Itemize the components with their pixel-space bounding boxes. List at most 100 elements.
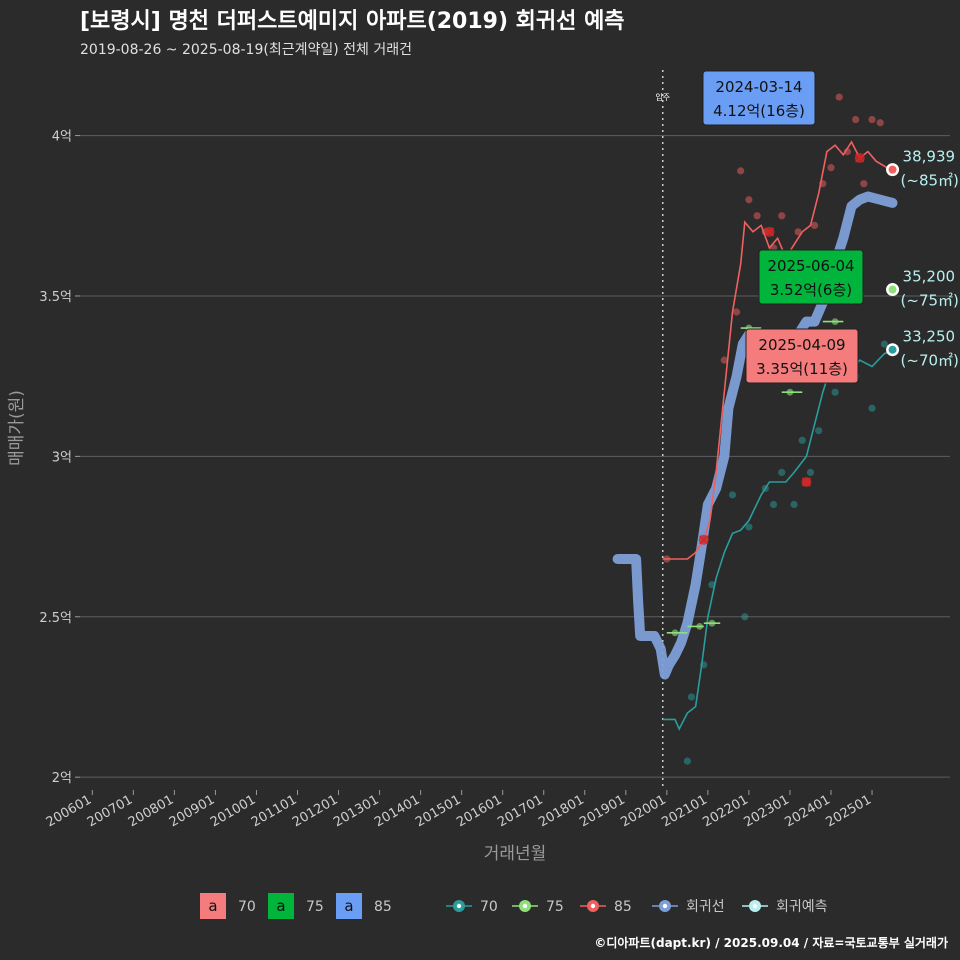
data-point xyxy=(745,196,753,204)
series-line-70 xyxy=(662,349,893,731)
chart-title: [보령시] 명천 더퍼스트예미지 아파트(2019) 회귀선 예측 xyxy=(80,9,625,34)
x-axis-title: 거래년월 xyxy=(484,844,547,864)
annotation-price: 3.52억(6층) xyxy=(770,281,852,299)
x-tick-label: 201001 xyxy=(208,792,258,830)
data-point xyxy=(778,212,786,220)
annotation-date: 2025-04-09 xyxy=(758,336,845,354)
end-point-inner xyxy=(888,285,897,294)
end-area-label: (~75㎡) xyxy=(901,292,959,310)
x-tick-label: 200801 xyxy=(126,792,176,830)
legend-key-glyph: a xyxy=(276,897,285,915)
data-point xyxy=(794,228,802,236)
x-tick-label: 202101 xyxy=(659,792,709,830)
x-tick-label: 202401 xyxy=(783,792,833,830)
annotation-price: 3.35억(11층) xyxy=(756,360,848,378)
data-point xyxy=(798,436,806,444)
data-point xyxy=(852,115,860,124)
data-point xyxy=(860,180,868,188)
data-point xyxy=(835,93,843,101)
y-axis-title: 매매가(원) xyxy=(7,390,27,466)
legend-key-dot-center xyxy=(590,903,596,909)
data-point xyxy=(687,693,696,701)
data-point xyxy=(815,427,823,435)
x-tick-label: 200901 xyxy=(167,792,217,830)
legend-label: 70 xyxy=(238,899,256,915)
legend-key-dot-center xyxy=(662,903,668,909)
data-point xyxy=(868,404,876,412)
data-point xyxy=(827,164,835,172)
annotation-box xyxy=(745,328,859,384)
y-tick-label: 2억 xyxy=(52,771,72,786)
highlight-x-mark xyxy=(699,535,709,545)
caption: ©디아파트(dapt.kr) / 2025.09.04 / 자료=국토교통부 실… xyxy=(594,935,948,950)
x-tick-label: 202001 xyxy=(618,792,668,830)
legend-label: 70 xyxy=(480,899,498,915)
y-tick-label: 3억 xyxy=(52,450,72,465)
end-value-label: 38,939 xyxy=(903,148,956,166)
y-axis-ticks: 2억 2.5억 3억 3.5억 4억 xyxy=(39,130,80,786)
end-point-inner xyxy=(888,165,897,174)
end-area-label: (~70㎡) xyxy=(901,352,959,370)
series-line-85 xyxy=(662,140,893,560)
x-tick-label: 201301 xyxy=(331,792,381,830)
x-tick-label: 201101 xyxy=(249,792,299,830)
legend-key-text-75 xyxy=(268,893,294,919)
data-point xyxy=(737,167,745,175)
x-tick-label: 201201 xyxy=(290,792,340,830)
x-tick-label: 201401 xyxy=(372,792,422,830)
data-point xyxy=(810,221,819,229)
y-tick-label: 2.5억 xyxy=(39,611,72,626)
y-tick-label: 3.5억 xyxy=(39,290,72,305)
data-point xyxy=(778,468,786,477)
move-in-label: 입주 xyxy=(655,93,670,102)
legend-key-text-85 xyxy=(336,893,362,919)
legend-key-text-70 xyxy=(200,893,226,919)
legend-key-dot-center xyxy=(522,903,528,909)
data-point xyxy=(683,757,691,765)
data-point xyxy=(728,491,737,499)
highlight-x-mark xyxy=(801,477,811,487)
data-point xyxy=(745,523,753,531)
data-point xyxy=(720,356,728,364)
legend-label: 회귀예측 xyxy=(776,899,828,915)
x-tick-label: 201601 xyxy=(454,792,504,830)
data-point xyxy=(831,388,839,396)
x-tick-label: 201501 xyxy=(413,792,463,830)
x-tick-label: 201801 xyxy=(536,792,586,830)
legend-label: 회귀선 xyxy=(686,899,725,915)
legend-key-glyph: a xyxy=(208,897,217,915)
data-point xyxy=(806,468,815,477)
end-value-label: 35,200 xyxy=(903,268,956,286)
data-point xyxy=(876,119,884,127)
x-tick-label: 201701 xyxy=(495,792,545,830)
data-point xyxy=(741,613,749,621)
highlight-x-mark xyxy=(764,227,774,237)
annotation-box xyxy=(758,249,864,305)
end-point-inner xyxy=(888,345,897,354)
y-tick-label: 4억 xyxy=(52,130,72,145)
legend-label: 75 xyxy=(546,899,564,915)
data-point xyxy=(733,308,741,316)
plot-area: 입주 33,250 (~70㎡) 35,200 (~75㎡) 38,939 (~85㎡) 20… xyxy=(612,70,959,790)
x-tick-label: 202301 xyxy=(741,792,791,830)
annotation-date: 2025-06-04 xyxy=(767,257,854,275)
legend-label: 75 xyxy=(306,899,324,915)
chart-subtitle: 2019-08-26 ~ 2025-08-19(최근계약일) 전체 거래건 xyxy=(80,42,412,58)
annotation-date: 2024-03-14 xyxy=(715,78,802,96)
highlight-x-mark xyxy=(855,153,865,163)
x-tick-label: 201901 xyxy=(577,792,627,830)
legend-key-dot-center xyxy=(456,903,462,909)
annotation-price: 4.12억(16층) xyxy=(713,102,805,120)
data-point xyxy=(790,500,798,509)
legend-key-glyph: a xyxy=(344,897,353,915)
x-axis-ticks: 2006012007012008012009012010012011012012… xyxy=(44,790,874,830)
legend-label: 85 xyxy=(374,899,392,915)
data-point xyxy=(753,212,761,220)
end-value-label: 33,250 xyxy=(903,328,956,346)
data-point xyxy=(868,115,876,124)
grid xyxy=(80,135,950,778)
legend: a 70 a 75 a 85 70 75 85 회귀선 회귀예측 xyxy=(200,893,828,919)
annotation-box xyxy=(702,70,816,126)
legend-label: 85 xyxy=(614,899,632,915)
